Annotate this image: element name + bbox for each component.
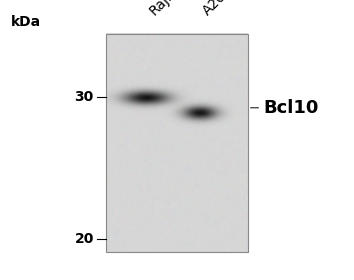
- Text: Bcl10: Bcl10: [264, 99, 319, 117]
- Text: A20: A20: [200, 0, 229, 18]
- Text: Raji: Raji: [147, 0, 175, 18]
- Text: 30: 30: [75, 90, 94, 104]
- Bar: [106, 34, 248, 252]
- Text: kDa: kDa: [11, 15, 41, 29]
- Text: 20: 20: [74, 232, 94, 246]
